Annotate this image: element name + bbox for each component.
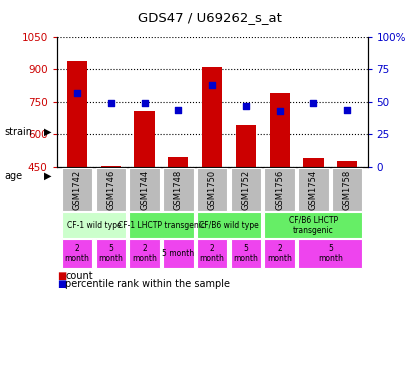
Text: 2
month: 2 month xyxy=(65,244,89,264)
FancyBboxPatch shape xyxy=(265,168,295,212)
Text: percentile rank within the sample: percentile rank within the sample xyxy=(65,279,230,289)
Point xyxy=(175,107,182,113)
FancyBboxPatch shape xyxy=(129,212,194,238)
FancyBboxPatch shape xyxy=(298,239,362,268)
Bar xyxy=(303,158,323,167)
Text: GSM1758: GSM1758 xyxy=(343,169,352,210)
Bar xyxy=(67,60,87,167)
Bar xyxy=(134,111,155,167)
FancyBboxPatch shape xyxy=(197,168,227,212)
Text: count: count xyxy=(65,271,93,281)
Bar xyxy=(236,125,256,167)
Text: GSM1742: GSM1742 xyxy=(73,169,81,210)
FancyBboxPatch shape xyxy=(96,239,126,268)
Text: GSM1748: GSM1748 xyxy=(174,169,183,210)
Text: ■: ■ xyxy=(57,279,66,289)
Text: GSM1744: GSM1744 xyxy=(140,169,149,210)
Text: GSM1750: GSM1750 xyxy=(207,169,217,210)
Point xyxy=(209,82,215,88)
Text: CF/B6 LHCTP
transgenic: CF/B6 LHCTP transgenic xyxy=(289,216,338,235)
FancyBboxPatch shape xyxy=(163,168,194,212)
Bar xyxy=(101,166,121,167)
FancyBboxPatch shape xyxy=(62,168,92,212)
FancyBboxPatch shape xyxy=(231,168,261,212)
FancyBboxPatch shape xyxy=(129,168,160,212)
FancyBboxPatch shape xyxy=(62,239,92,268)
Point xyxy=(276,108,283,114)
FancyBboxPatch shape xyxy=(265,239,295,268)
Text: 2
month: 2 month xyxy=(132,244,157,264)
FancyBboxPatch shape xyxy=(265,212,362,238)
Text: ▶: ▶ xyxy=(44,171,52,181)
FancyBboxPatch shape xyxy=(197,212,261,238)
Text: 5
month: 5 month xyxy=(234,244,258,264)
Text: GSM1756: GSM1756 xyxy=(275,169,284,210)
FancyBboxPatch shape xyxy=(62,212,126,238)
Text: GSM1746: GSM1746 xyxy=(106,169,115,210)
Text: 5
month: 5 month xyxy=(318,244,343,264)
Point xyxy=(344,107,351,113)
Point xyxy=(108,100,114,106)
Text: GSM1752: GSM1752 xyxy=(241,169,250,210)
Bar xyxy=(270,93,290,167)
FancyBboxPatch shape xyxy=(163,239,194,268)
Point xyxy=(141,100,148,106)
Text: 2
month: 2 month xyxy=(267,244,292,264)
Text: CF-1 LHCTP transgenic: CF-1 LHCTP transgenic xyxy=(118,221,205,230)
Text: 2
month: 2 month xyxy=(200,244,225,264)
Text: CF-1 wild type: CF-1 wild type xyxy=(66,221,121,230)
Text: ▶: ▶ xyxy=(44,127,52,137)
Bar xyxy=(337,161,357,167)
FancyBboxPatch shape xyxy=(298,168,329,212)
Text: strain: strain xyxy=(4,127,32,137)
Text: 5 month: 5 month xyxy=(162,249,194,258)
Bar xyxy=(168,157,189,167)
Point xyxy=(74,90,80,96)
Text: 5
month: 5 month xyxy=(98,244,123,264)
Bar xyxy=(202,67,222,167)
Text: GDS47 / U69262_s_at: GDS47 / U69262_s_at xyxy=(138,11,282,24)
FancyBboxPatch shape xyxy=(96,168,126,212)
Text: ■: ■ xyxy=(57,271,66,281)
FancyBboxPatch shape xyxy=(129,239,160,268)
FancyBboxPatch shape xyxy=(197,239,227,268)
Text: CF/B6 wild type: CF/B6 wild type xyxy=(199,221,259,230)
Point xyxy=(242,103,249,109)
Text: age: age xyxy=(4,171,22,181)
Point xyxy=(310,100,317,106)
Text: GSM1754: GSM1754 xyxy=(309,169,318,210)
FancyBboxPatch shape xyxy=(231,239,261,268)
FancyBboxPatch shape xyxy=(332,168,362,212)
